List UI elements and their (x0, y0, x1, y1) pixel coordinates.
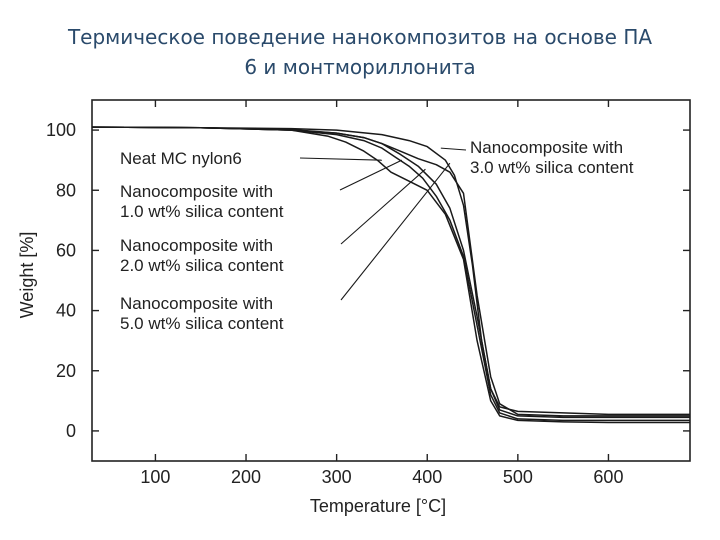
x-tick-label: 400 (412, 467, 442, 487)
series-line-2 (91, 126, 690, 422)
y-tick-label: 60 (56, 240, 76, 260)
annotation-text: Nanocomposite with (470, 138, 623, 157)
annotation-pointer (299, 157, 382, 161)
y-tick-label: 20 (56, 361, 76, 381)
annotation-text: 1.0 wt% silica content (120, 202, 284, 221)
slide-title-line-1: Термическое поведение нанокомпозитов на … (67, 25, 653, 49)
y-tick-label: 80 (56, 180, 76, 200)
annotation-pointer (339, 159, 403, 191)
annotation-text: Nanocomposite with (120, 236, 273, 255)
y-tick-label: 40 (56, 301, 76, 321)
axis-ticks: 100 200 300 400 500 600 0 20 40 60 80 100 (46, 100, 690, 487)
annotation-text: 2.0 wt% silica content (120, 256, 284, 275)
annotation-text: 5.0 wt% silica content (120, 314, 284, 333)
x-tick-label: 300 (322, 467, 352, 487)
slide-title: Термическое поведение нанокомпозитов на … (0, 22, 720, 82)
x-tick-label: 600 (593, 467, 623, 487)
x-axis-title: Temperature [°C] (310, 496, 446, 516)
annotation-text: 3.0 wt% silica content (470, 158, 634, 177)
x-tick-label: 200 (231, 467, 261, 487)
y-axis-title: Weight [%] (17, 232, 37, 319)
curves (91, 126, 690, 424)
annotation-text: Nanocomposite with (120, 294, 273, 313)
series-line-5 (91, 126, 690, 417)
y-tick-label: 100 (46, 120, 76, 140)
y-tick-label: 0 (66, 421, 76, 441)
slide-title-line-2: 6 и монтмориллонита (244, 55, 476, 79)
annotation-1: Neat MC nylon6 (120, 149, 382, 168)
annotation-text: Nanocomposite with (120, 182, 273, 201)
annotation-pointer (340, 162, 451, 301)
annotation-pointer (440, 147, 467, 151)
annotation-pointer (340, 168, 426, 245)
series-line-4 (91, 126, 690, 416)
plot-frame (91, 99, 691, 462)
x-tick-label: 100 (140, 467, 170, 487)
series-line-1 (91, 126, 690, 424)
annotation-text: Neat MC nylon6 (120, 149, 242, 168)
x-tick-label: 500 (503, 467, 533, 487)
